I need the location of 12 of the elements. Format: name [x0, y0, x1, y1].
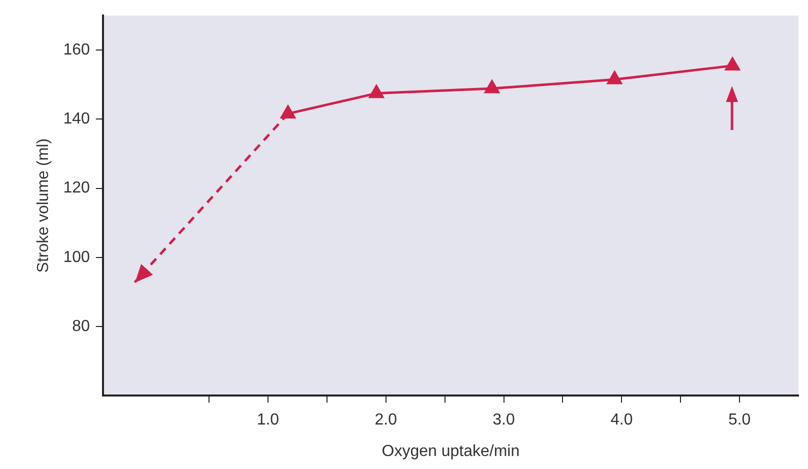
x-axis-title: Oxygen uptake/min — [382, 442, 520, 460]
x-tick-label: 3.0 — [492, 412, 515, 429]
x-tick-label: 4.0 — [610, 412, 633, 429]
x-tick-label: 5.0 — [728, 412, 751, 429]
y-tick-label: 140 — [63, 110, 90, 128]
y-tick-label: 80 — [72, 318, 90, 335]
y-axis-title: Stroke volume (ml) — [35, 138, 52, 273]
y-tick-label: 120 — [63, 180, 90, 197]
y-tick-label: 100 — [63, 248, 90, 266]
y-tick-label: 160 — [63, 42, 90, 59]
x-tick-label: 2.0 — [374, 412, 398, 429]
x-tick-label: 1.0 — [256, 412, 280, 429]
